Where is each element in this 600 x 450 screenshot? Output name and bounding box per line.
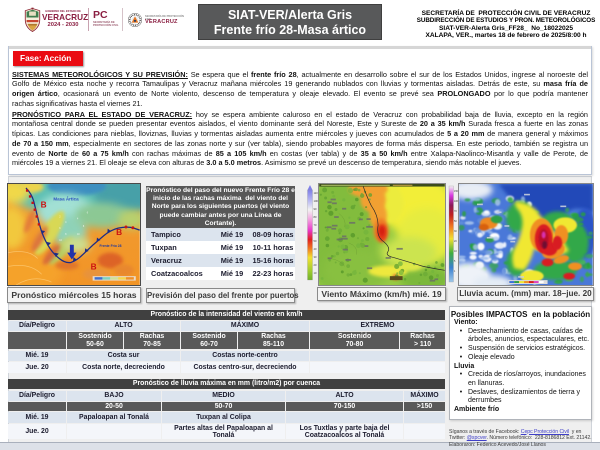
svg-text:B: B (41, 200, 47, 210)
svg-text:2: 2 (59, 216, 61, 218)
svg-text:30: 30 (454, 230, 457, 233)
svg-text:100: 100 (314, 199, 319, 203)
svg-text:5: 5 (454, 260, 456, 263)
svg-text:40: 40 (314, 247, 317, 251)
svg-text:150: 150 (454, 190, 458, 193)
svg-text:10: 10 (454, 250, 457, 253)
svg-text:90: 90 (314, 207, 317, 211)
svg-text:8: 8 (83, 226, 85, 228)
svg-text:4: 4 (65, 222, 67, 224)
svg-text:10: 10 (77, 234, 80, 236)
svg-text:8: 8 (65, 234, 67, 236)
svg-text:10: 10 (314, 271, 317, 275)
svg-text:4: 4 (77, 218, 79, 220)
svg-text:30: 30 (314, 255, 317, 259)
svg-text:6: 6 (87, 212, 89, 214)
svg-text:100: 100 (454, 200, 458, 203)
svg-text:70: 70 (314, 223, 317, 227)
svg-text:110: 110 (314, 191, 319, 195)
svg-text:Frente Frío 28: Frente Frío 28 (99, 244, 121, 248)
svg-text:B: B (91, 261, 97, 271)
svg-text:B: B (116, 227, 122, 237)
svg-text:1: 1 (454, 270, 456, 273)
svg-text:20: 20 (314, 263, 317, 267)
svg-text:10: 10 (59, 240, 62, 242)
svg-text:20: 20 (454, 240, 457, 243)
svg-text:70: 70 (454, 210, 457, 213)
svg-text:80: 80 (314, 215, 317, 219)
svg-text:50: 50 (314, 239, 317, 243)
svg-text:60: 60 (314, 231, 317, 235)
svg-text:6: 6 (59, 228, 61, 230)
svg-text:50: 50 (454, 220, 457, 223)
svg-text:Masa Ártica: Masa Ártica (53, 196, 79, 202)
